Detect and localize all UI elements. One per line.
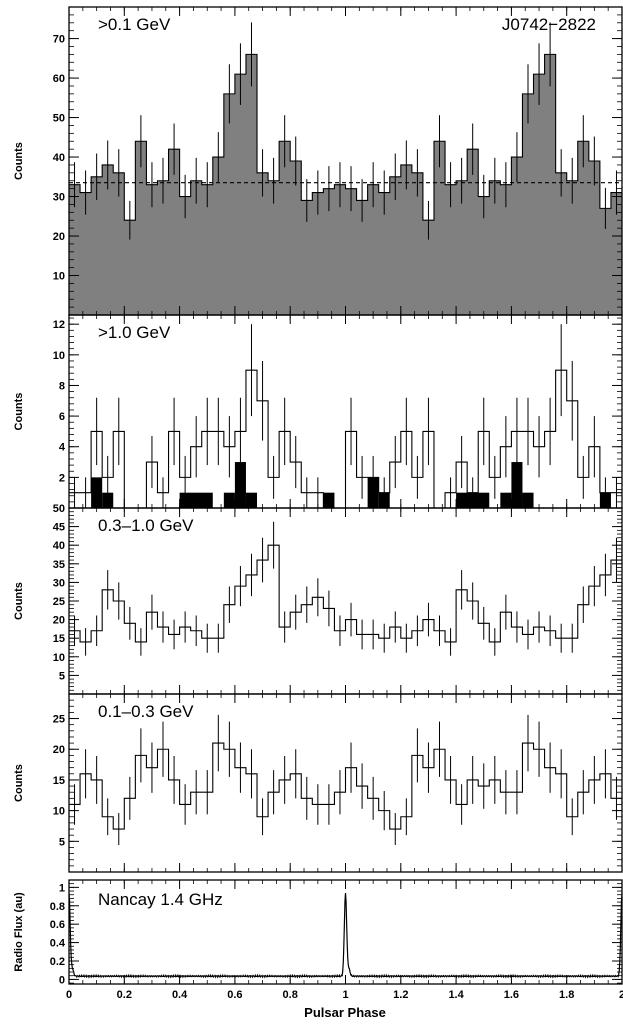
y-axis-title: Counts (13, 582, 25, 620)
high-energy-bar (500, 492, 512, 508)
panel-energy-label: Nancay 1.4 GHz (98, 890, 223, 909)
panel-energy-label: >0.1 GeV (98, 15, 171, 34)
panel-energy-label: 0.1–0.3 GeV (98, 702, 194, 721)
y-tick-label: 45 (53, 522, 65, 534)
y-tick-label: 0.2 (50, 956, 65, 968)
y-tick-label: 15 (53, 775, 65, 787)
high-energy-bar (91, 477, 103, 508)
panel-1: 10 20 30 40 50 60 70 Counts >0.1 GeV J0742−2822 (13, 6, 623, 316)
x-axis: Pulsar Phase (304, 1005, 386, 1020)
y-axis-title: Counts (13, 393, 25, 431)
y-tick-label: 0.8 (50, 901, 65, 913)
high-energy-bar (102, 492, 114, 508)
y-tick-label: 20 (53, 615, 65, 627)
x-tick-label: 1.2 (393, 989, 408, 1001)
y-tick-label: 50 (53, 503, 65, 515)
y-tick-label: 5 (59, 836, 65, 848)
x-tick-label: 0.2 (117, 989, 132, 1001)
panel-energy-label: >1.0 GeV (98, 323, 171, 342)
y-tick-label: 70 (53, 34, 65, 46)
plot-area (69, 22, 622, 315)
y-tick-label: 2 (59, 472, 65, 484)
panel-3: 5 10 15 20 25 30 35 40 45 50 Counts 0.3–1.0 GeV (13, 503, 623, 695)
histogram-step (69, 742, 622, 830)
radio-profile-line (69, 892, 622, 979)
y-tick-label: 60 (53, 73, 65, 85)
y-tick-label: 6 (59, 411, 65, 423)
x-tick-label: 1.6 (504, 989, 519, 1001)
y-tick-label: 10 (53, 271, 65, 283)
y-tick-label: 25 (53, 714, 65, 726)
x-tick-label: 0.8 (283, 989, 298, 1001)
y-tick-label: 10 (53, 806, 65, 818)
y-tick-label: 35 (53, 559, 65, 571)
x-tick-label: 0 (66, 989, 72, 1001)
y-tick-label: 8 (59, 380, 65, 392)
x-tick-label: 0.4 (172, 989, 188, 1001)
x-axis-title: Pulsar Phase (304, 1005, 386, 1020)
y-tick-label: 30 (53, 192, 65, 204)
y-tick-label: 40 (53, 152, 65, 164)
y-axis-title: Counts (13, 142, 25, 180)
y-tick-label: 20 (53, 231, 65, 243)
plot-area (69, 892, 622, 979)
panel-2: 2 4 6 8 10 12 Counts >1.0 GeV (13, 314, 623, 509)
y-tick-label: 4 (59, 442, 66, 454)
x-tick-label: 1.4 (448, 989, 464, 1001)
y-tick-label: 15 (53, 633, 65, 645)
pulsar-name-label: J0742−2822 (502, 15, 596, 34)
high-energy-bar (511, 462, 523, 508)
high-energy-bar (234, 462, 246, 508)
plot-area (69, 521, 622, 656)
y-tick-label: 0 (59, 974, 65, 986)
y-axis-title: Radio Flux (au) (13, 892, 25, 972)
histogram-step (69, 369, 622, 508)
y-tick-label: 10 (53, 652, 65, 664)
y-tick-label: 30 (53, 577, 65, 589)
y-tick-label: 0.4 (50, 938, 66, 950)
y-tick-label: 50 (53, 113, 65, 125)
y-tick-label: 0.6 (50, 919, 65, 931)
y-tick-label: 1 (59, 882, 65, 894)
plot-area (69, 324, 622, 508)
y-axis-title: Counts (13, 764, 25, 802)
y-tick-label: 5 (59, 670, 65, 682)
y-tick-label: 40 (53, 540, 65, 552)
y-tick-label: 20 (53, 744, 65, 756)
plot-area (69, 714, 622, 845)
high-energy-bar (223, 492, 235, 508)
x-tick-label: 0.6 (227, 989, 242, 1001)
panel-5: 0 0.2 0.4 0.6 0.8 1 Radio Flux (au) Nancay 1.4 … (13, 879, 623, 986)
histogram-step (69, 544, 622, 643)
y-tick-label: 12 (53, 319, 65, 331)
high-energy-bar (179, 492, 213, 508)
y-tick-label: 25 (53, 596, 65, 608)
high-energy-bar (245, 492, 258, 508)
panel-energy-label: 0.3–1.0 GeV (98, 516, 194, 535)
x-tick-label: 1.8 (559, 989, 574, 1001)
x-tick-label: 1 (342, 989, 348, 1001)
x-tick-label: 2 (619, 989, 623, 1001)
panel-4: 5 10 15 20 25 Counts 0.1–0.3 GeV (13, 693, 623, 873)
high-energy-bar (323, 492, 335, 508)
y-tick-label: 10 (53, 350, 65, 362)
high-energy-bar (522, 492, 534, 508)
